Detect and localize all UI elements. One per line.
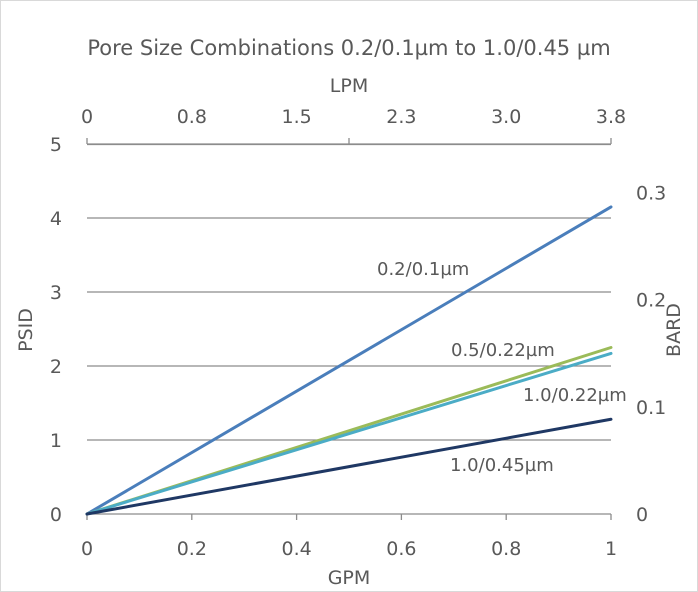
- x-tick-label: 0: [81, 538, 93, 560]
- secondary-y-tick-label: 0.1: [636, 397, 666, 419]
- series-label-0: 0.2/0.1µm: [377, 259, 469, 280]
- y-tick-label: 3: [50, 282, 62, 304]
- y-axis-title: PSID: [15, 308, 37, 352]
- x-tick-label: 0.2: [177, 538, 207, 560]
- series-label-1: 0.5/0.22µm: [451, 340, 555, 361]
- y-tick-label: 2: [50, 356, 62, 378]
- series-label-2: 1.0/0.22µm: [523, 385, 627, 406]
- series-line-0: [85, 205, 613, 516]
- series-labels: 0.2/0.1µm 0.5/0.22µm 1.0/0.22µm 1.0/0.45µm: [377, 259, 627, 476]
- chart-title: Pore Size Combinations 0.2/0.1µm to 1.0/…: [87, 36, 610, 60]
- x-axis-title: GPM: [328, 567, 371, 589]
- x-tick-label: 0.6: [386, 538, 416, 560]
- secondary-x-tick-label: 3.0: [491, 106, 521, 128]
- secondary-x-axis-title: LPM: [330, 75, 368, 97]
- y-tick-label: 4: [50, 208, 62, 230]
- secondary-x-tick-label: 3.8: [596, 106, 626, 128]
- series-line-2: [85, 351, 613, 516]
- secondary-y-tick-label: 0.3: [636, 182, 666, 204]
- x-tick-label: 1: [605, 538, 617, 560]
- x-tick-label: 0.8: [491, 538, 521, 560]
- secondary-x-tick-label: 1.5: [281, 106, 311, 128]
- series-lines: [85, 205, 613, 516]
- series-line-3: [85, 417, 613, 516]
- y-tick-label: 5: [50, 134, 62, 156]
- secondary-x-tick-label: 0: [81, 106, 93, 128]
- secondary-x-tick-label: 2.3: [386, 106, 416, 128]
- secondary-y-tick-label: 0.2: [636, 290, 666, 312]
- secondary-y-tick-label: 0: [636, 504, 648, 526]
- y-tick-label: 1: [50, 430, 62, 452]
- series-label-3: 1.0/0.45µm: [450, 455, 554, 476]
- y-tick-label: 0: [50, 504, 62, 526]
- secondary-x-tick-label: 0.8: [177, 106, 207, 128]
- secondary-y-axis-title: BARD: [663, 303, 685, 357]
- x-tick-label: 0.4: [281, 538, 311, 560]
